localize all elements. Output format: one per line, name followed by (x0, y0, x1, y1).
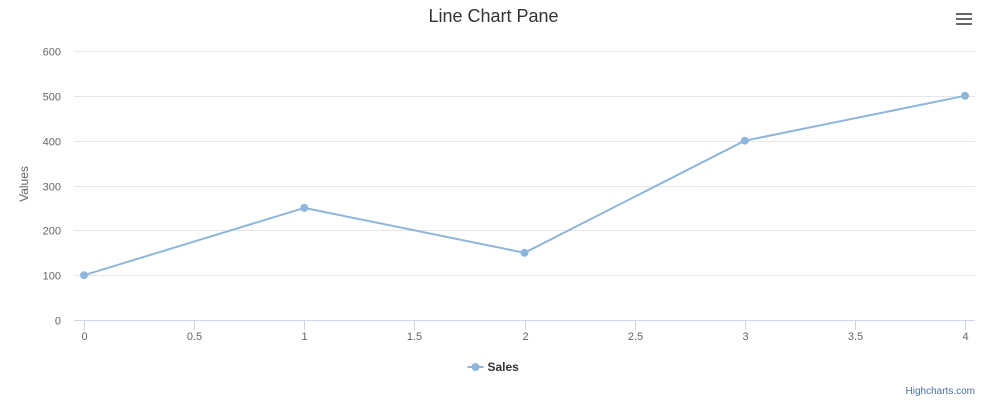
hamburger-menu-icon (956, 13, 972, 25)
menu-icon-bar-middle (956, 18, 972, 20)
y-axis-title: Values (17, 166, 31, 202)
y-tick-label: 500 (43, 92, 61, 104)
legend-symbol-marker (471, 363, 480, 371)
data-point[interactable] (961, 91, 969, 100)
y-tick-label: 200 (43, 226, 61, 238)
x-tick-label: 1.5 (407, 331, 422, 343)
y-axis-title-group: Values (17, 166, 31, 202)
y-tick-label: 300 (43, 182, 61, 194)
grid-lines (74, 51, 975, 321)
y-axis: 0 100 200 300 400 500 600 (43, 47, 61, 328)
y-tick-label: 400 (43, 137, 61, 149)
legend-item-sales[interactable]: Sales (467, 360, 520, 374)
data-point[interactable] (740, 136, 749, 145)
y-tick-label: 0 (55, 316, 61, 328)
menu-icon-bar-top (956, 13, 972, 15)
x-tick-label: 3 (742, 331, 748, 343)
y-tick-label: 600 (43, 47, 61, 59)
x-axis: 0 0.5 1 1.5 2 2.5 3 3.5 4 (74, 320, 975, 343)
x-tick-label: 2 (522, 331, 528, 343)
x-tick-label: 1 (301, 331, 307, 343)
data-point[interactable] (520, 248, 529, 257)
data-point[interactable] (80, 271, 88, 280)
x-tick-label: 2.5 (628, 331, 643, 343)
x-tick-label: 0.5 (187, 331, 202, 343)
menu-icon-bar-bottom (956, 23, 972, 25)
x-tick-label: 4 (962, 331, 968, 343)
y-tick-label: 100 (43, 271, 61, 283)
context-menu-button[interactable] (951, 9, 977, 31)
credits-link[interactable]: Highcharts.com (906, 386, 975, 397)
x-tick-label: 0 (81, 331, 87, 343)
series-layer (80, 91, 969, 280)
legend-label: Sales (488, 360, 520, 374)
x-tick-label: 3.5 (848, 331, 863, 343)
legend[interactable]: Sales (467, 360, 520, 374)
data-point[interactable] (300, 203, 309, 212)
chart-title: Line Chart Pane (428, 6, 558, 26)
